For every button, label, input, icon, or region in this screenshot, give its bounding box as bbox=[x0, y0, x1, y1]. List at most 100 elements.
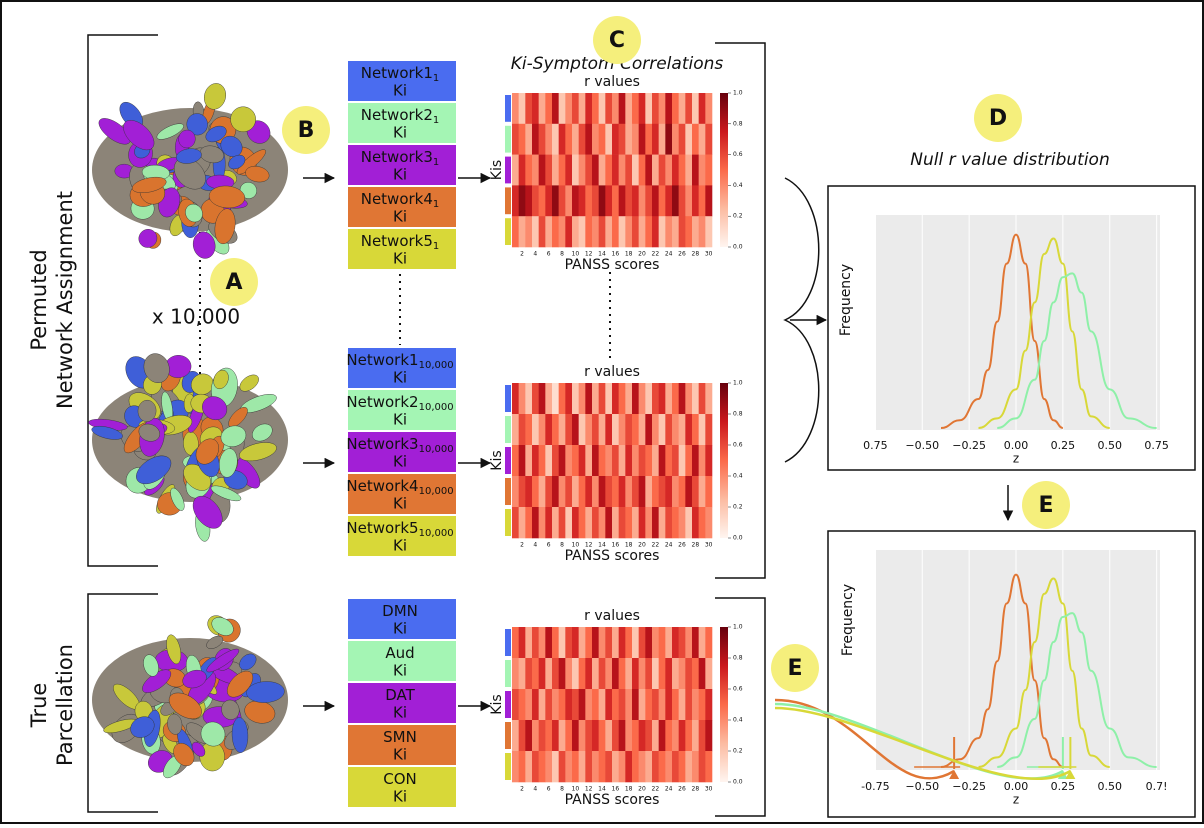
x-tick-label: -0.75 bbox=[861, 780, 889, 793]
network-ki: Ki bbox=[393, 411, 407, 429]
network-subscript: 10,000 bbox=[419, 444, 454, 455]
heatmap-cell bbox=[565, 476, 572, 507]
heatmap-cell bbox=[685, 751, 692, 782]
heatmap-cell bbox=[639, 507, 646, 538]
heatmap-cell bbox=[685, 124, 692, 155]
network-subscript: 1 bbox=[433, 241, 439, 252]
heatmap-cell bbox=[625, 185, 632, 216]
network-ki: Ki bbox=[393, 746, 407, 764]
colorbar-label: 0.6 bbox=[733, 442, 743, 449]
heatmap-cell bbox=[539, 627, 546, 658]
heatmap-cell bbox=[585, 658, 592, 689]
heatmap-cell bbox=[525, 720, 532, 751]
heatmap-cell bbox=[525, 658, 532, 689]
heatmap-cell bbox=[512, 216, 519, 247]
heatmap-cell bbox=[512, 185, 519, 216]
panel-letter: A bbox=[225, 270, 242, 295]
heatmap-cell bbox=[692, 216, 699, 247]
heatmap-cell bbox=[619, 476, 626, 507]
heatmap-cell bbox=[519, 414, 526, 445]
heatmap-cell bbox=[585, 445, 592, 476]
heatmap-cell bbox=[532, 93, 539, 124]
heatmap-cell bbox=[539, 507, 546, 538]
y-axis-label: Frequency bbox=[840, 584, 856, 656]
heatmap-cell bbox=[612, 689, 619, 720]
heatmap-cell bbox=[519, 507, 526, 538]
network-name: Aud bbox=[385, 644, 414, 662]
heatmap-cell bbox=[552, 751, 559, 782]
panel-xlabel: PANSS scores bbox=[565, 257, 660, 273]
heatmap-cell bbox=[592, 93, 599, 124]
heatmap-cell bbox=[699, 507, 706, 538]
colorbar-label: 0.0 bbox=[733, 779, 743, 786]
row-color bbox=[505, 187, 511, 214]
heatmap-cell bbox=[619, 383, 626, 414]
heatmap-cell bbox=[565, 216, 572, 247]
heatmap-cell bbox=[525, 216, 532, 247]
heatmap-cell bbox=[552, 383, 559, 414]
heatmap-cell bbox=[652, 155, 659, 186]
figure: Permuted Network Assignment True Parcell… bbox=[0, 0, 1204, 824]
colorbar-label: 0.6 bbox=[733, 151, 743, 158]
heatmap-cell bbox=[639, 476, 646, 507]
panel-letter: E bbox=[787, 656, 802, 681]
heatmap-cell bbox=[652, 507, 659, 538]
heatmap-cell bbox=[672, 507, 679, 538]
heatmap-cell bbox=[519, 720, 526, 751]
heatmap-cell bbox=[619, 751, 626, 782]
heatmap-cell bbox=[605, 627, 612, 658]
panel-letter: E bbox=[1038, 493, 1053, 518]
heatmap-cell bbox=[559, 751, 566, 782]
heatmap-cell bbox=[519, 185, 526, 216]
x-tick-label: 0.00 bbox=[1004, 780, 1029, 793]
heatmap-cell bbox=[599, 507, 606, 538]
heatmap-cell bbox=[659, 93, 666, 124]
heatmap-cell bbox=[512, 155, 519, 186]
heatmap-cell bbox=[585, 414, 592, 445]
heatmap-cell bbox=[605, 689, 612, 720]
heatmap-cell bbox=[665, 476, 672, 507]
heatmap-cell bbox=[659, 445, 666, 476]
heatmap-cell bbox=[705, 93, 712, 124]
heatmap-cell bbox=[585, 751, 592, 782]
x-tick-label: 2 bbox=[520, 251, 524, 258]
heatmap-cell bbox=[639, 93, 646, 124]
network-name: DMN bbox=[382, 602, 418, 620]
heatmap-cell bbox=[619, 627, 626, 658]
heatmap-cell bbox=[519, 627, 526, 658]
heatmap-cell bbox=[679, 627, 686, 658]
heatmap-cell bbox=[659, 185, 666, 216]
network-name: Network1 bbox=[361, 64, 433, 82]
heatmap-cell bbox=[665, 185, 672, 216]
x-tick-label: 8 bbox=[560, 786, 564, 793]
heatmap-cell bbox=[619, 185, 626, 216]
heatmap-cell bbox=[619, 93, 626, 124]
heatmap-cell bbox=[539, 414, 546, 445]
x-tick-label: 30 bbox=[705, 786, 713, 793]
heatmap-cell bbox=[665, 658, 672, 689]
x-tick-label: 0.25 bbox=[1051, 439, 1076, 452]
heatmap-cell bbox=[665, 720, 672, 751]
heatmap-cell bbox=[665, 383, 672, 414]
heatmap-cell bbox=[632, 507, 639, 538]
network-subscript: 1 bbox=[433, 199, 439, 210]
heatmap-cell bbox=[605, 216, 612, 247]
heatmap-cell bbox=[632, 689, 639, 720]
x-tick-label: 6 bbox=[547, 251, 551, 258]
row-color bbox=[505, 722, 511, 749]
panel-title: r values bbox=[584, 608, 640, 624]
heatmap-cell bbox=[525, 93, 532, 124]
heatmap-cell bbox=[579, 507, 586, 538]
heatmap-cell bbox=[532, 124, 539, 155]
heatmap-cell bbox=[572, 658, 579, 689]
heatmap-cell bbox=[532, 507, 539, 538]
heatmap-cell bbox=[592, 383, 599, 414]
heatmap-cell bbox=[645, 93, 652, 124]
heatmap-cell bbox=[532, 216, 539, 247]
heatmap-cell bbox=[699, 216, 706, 247]
x-axis-label: z bbox=[1013, 793, 1019, 807]
heatmap-cell bbox=[679, 155, 686, 186]
heatmap-cell bbox=[699, 476, 706, 507]
heatmap-cell bbox=[559, 476, 566, 507]
heatmap-cell bbox=[592, 185, 599, 216]
